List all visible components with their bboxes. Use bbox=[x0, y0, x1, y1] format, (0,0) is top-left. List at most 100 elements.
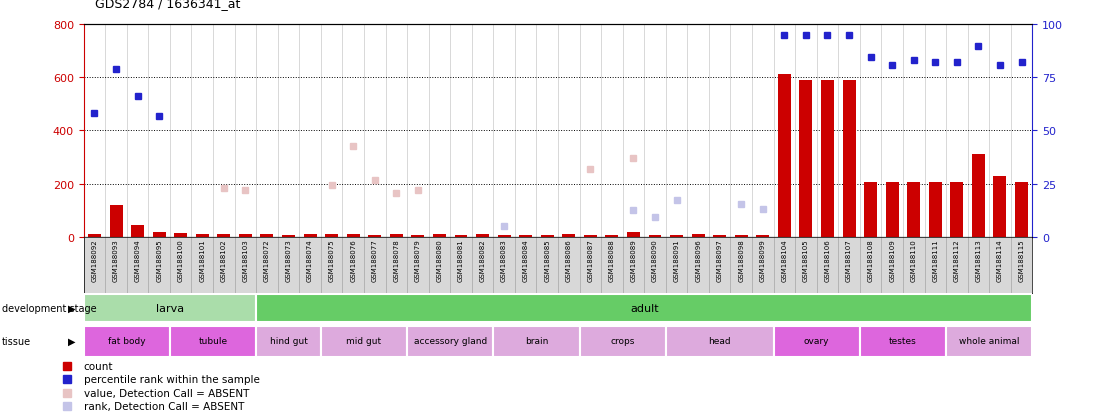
Text: GSM188113: GSM188113 bbox=[975, 239, 981, 282]
Text: GSM188097: GSM188097 bbox=[716, 239, 723, 282]
Bar bbox=[1016, 183, 1028, 237]
Bar bbox=[605, 235, 618, 237]
Text: GSM188094: GSM188094 bbox=[135, 239, 141, 282]
Text: count: count bbox=[84, 361, 113, 371]
Bar bbox=[433, 235, 446, 237]
Bar bbox=[929, 183, 942, 237]
Text: GSM188073: GSM188073 bbox=[286, 239, 291, 282]
Bar bbox=[477, 235, 489, 237]
Text: GSM188076: GSM188076 bbox=[350, 239, 356, 282]
Text: larva: larva bbox=[156, 303, 184, 313]
Text: testes: testes bbox=[889, 337, 917, 346]
Text: GSM188095: GSM188095 bbox=[156, 239, 162, 282]
Text: GSM188091: GSM188091 bbox=[674, 239, 680, 282]
Text: GSM188080: GSM188080 bbox=[436, 239, 442, 282]
Bar bbox=[864, 183, 877, 237]
Text: ▶: ▶ bbox=[68, 303, 76, 313]
Text: GSM188105: GSM188105 bbox=[802, 239, 809, 282]
Text: GSM188085: GSM188085 bbox=[545, 239, 550, 282]
Text: GSM188101: GSM188101 bbox=[200, 239, 205, 282]
Text: GSM188099: GSM188099 bbox=[760, 239, 766, 282]
Bar bbox=[799, 81, 812, 237]
Text: rank, Detection Call = ABSENT: rank, Detection Call = ABSENT bbox=[84, 401, 244, 411]
Bar bbox=[174, 233, 187, 237]
Bar bbox=[218, 234, 230, 237]
Text: GSM188081: GSM188081 bbox=[458, 239, 464, 282]
Bar bbox=[859, 326, 946, 358]
Text: development stage: development stage bbox=[2, 303, 97, 313]
Bar bbox=[713, 235, 727, 237]
Bar bbox=[734, 235, 748, 237]
Bar bbox=[88, 235, 100, 237]
Bar bbox=[257, 295, 1032, 323]
Bar bbox=[627, 232, 639, 237]
Bar bbox=[493, 326, 579, 358]
Text: GSM188109: GSM188109 bbox=[889, 239, 895, 282]
Bar bbox=[325, 234, 338, 237]
Bar bbox=[389, 235, 403, 237]
Bar bbox=[239, 235, 252, 237]
Bar bbox=[972, 155, 984, 237]
Text: GSM188084: GSM188084 bbox=[522, 239, 529, 282]
Bar bbox=[821, 81, 834, 237]
Bar bbox=[670, 235, 683, 237]
Bar bbox=[757, 235, 769, 237]
Bar bbox=[412, 235, 424, 237]
Text: value, Detection Call = ABSENT: value, Detection Call = ABSENT bbox=[84, 388, 249, 398]
Text: adult: adult bbox=[629, 303, 658, 313]
Bar bbox=[321, 326, 407, 358]
Bar bbox=[648, 235, 662, 237]
Text: GSM188074: GSM188074 bbox=[307, 239, 314, 282]
Bar bbox=[170, 326, 257, 358]
Text: GSM188104: GSM188104 bbox=[781, 239, 788, 282]
Text: tissue: tissue bbox=[2, 336, 31, 346]
Text: ▶: ▶ bbox=[68, 336, 76, 346]
Bar bbox=[195, 235, 209, 237]
Text: GSM188103: GSM188103 bbox=[242, 239, 249, 282]
Bar bbox=[541, 235, 554, 237]
Bar bbox=[454, 235, 468, 237]
Text: brain: brain bbox=[525, 337, 548, 346]
Text: GSM188108: GSM188108 bbox=[867, 239, 874, 282]
Bar bbox=[153, 232, 165, 237]
Bar bbox=[993, 176, 1007, 237]
Bar bbox=[562, 235, 575, 237]
Text: GSM188092: GSM188092 bbox=[92, 239, 97, 282]
Bar bbox=[407, 326, 493, 358]
Bar bbox=[109, 206, 123, 237]
Text: hind gut: hind gut bbox=[270, 337, 307, 346]
Bar bbox=[498, 235, 510, 237]
Text: GSM188098: GSM188098 bbox=[739, 239, 744, 282]
Bar bbox=[282, 235, 295, 237]
Bar bbox=[584, 235, 597, 237]
Text: GSM188112: GSM188112 bbox=[954, 239, 960, 282]
Bar bbox=[84, 326, 170, 358]
Text: GSM188090: GSM188090 bbox=[652, 239, 658, 282]
Text: GSM188115: GSM188115 bbox=[1019, 239, 1024, 282]
Text: GDS2784 / 1636341_at: GDS2784 / 1636341_at bbox=[95, 0, 240, 10]
Text: GSM188100: GSM188100 bbox=[177, 239, 184, 282]
Bar bbox=[907, 183, 921, 237]
Text: GSM188107: GSM188107 bbox=[846, 239, 852, 282]
Text: GSM188102: GSM188102 bbox=[221, 239, 227, 282]
Bar bbox=[347, 235, 359, 237]
Text: GSM188083: GSM188083 bbox=[501, 239, 507, 282]
Text: GSM188087: GSM188087 bbox=[587, 239, 594, 282]
Text: GSM188110: GSM188110 bbox=[911, 239, 916, 282]
Text: GSM188082: GSM188082 bbox=[480, 239, 485, 282]
Text: GSM188079: GSM188079 bbox=[415, 239, 421, 282]
Bar bbox=[886, 183, 898, 237]
Text: head: head bbox=[709, 337, 731, 346]
Bar bbox=[778, 75, 791, 237]
Bar bbox=[843, 81, 856, 237]
Text: GSM188072: GSM188072 bbox=[264, 239, 270, 282]
Text: GSM188075: GSM188075 bbox=[328, 239, 335, 282]
Text: GSM188111: GSM188111 bbox=[932, 239, 939, 282]
Bar bbox=[260, 235, 273, 237]
Text: GSM188096: GSM188096 bbox=[695, 239, 701, 282]
Bar bbox=[946, 326, 1032, 358]
Text: tubule: tubule bbox=[199, 337, 228, 346]
Text: GSM188089: GSM188089 bbox=[631, 239, 636, 282]
Text: ovary: ovary bbox=[804, 337, 829, 346]
Bar bbox=[132, 225, 144, 237]
